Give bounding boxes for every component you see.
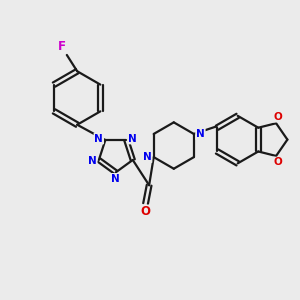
Text: N: N <box>111 174 120 184</box>
Text: N: N <box>196 129 205 139</box>
Text: F: F <box>58 40 66 53</box>
Text: N: N <box>143 152 152 162</box>
Text: O: O <box>141 206 151 218</box>
Text: N: N <box>94 134 103 143</box>
Text: O: O <box>273 158 282 167</box>
Text: N: N <box>88 157 97 166</box>
Text: N: N <box>128 134 136 143</box>
Text: O: O <box>273 112 282 122</box>
